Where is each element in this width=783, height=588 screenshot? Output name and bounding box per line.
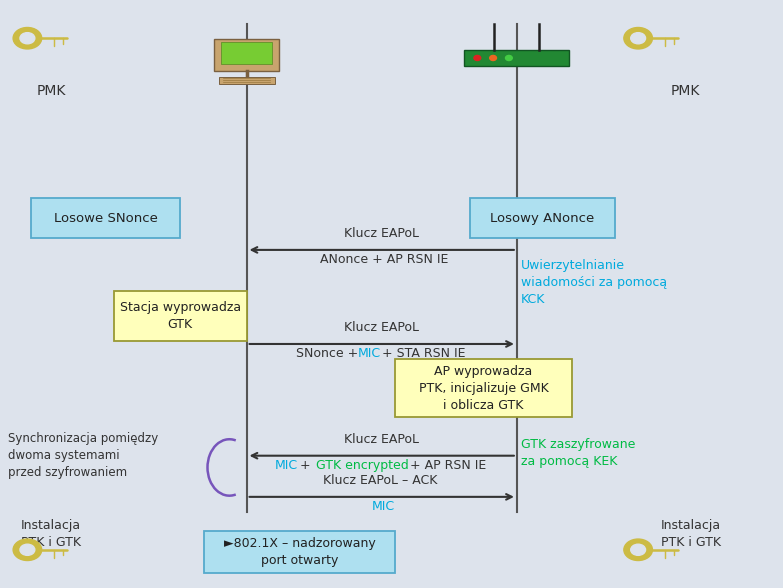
Circle shape [20, 544, 34, 555]
Text: MIC: MIC [358, 347, 381, 360]
Text: Synchronizacja pomiędzy
dwoma systemami
przed szyfrowaniem: Synchronizacja pomiędzy dwoma systemami … [8, 432, 158, 479]
Text: AP wyprowadza
PTK, inicjalizuje GMK
i oblicza GTK: AP wyprowadza PTK, inicjalizuje GMK i ob… [419, 365, 548, 412]
FancyBboxPatch shape [222, 42, 272, 64]
Circle shape [506, 55, 512, 61]
Circle shape [13, 539, 41, 560]
Text: Klucz EAPoL: Klucz EAPoL [344, 321, 419, 334]
Text: Losowy ANonce: Losowy ANonce [490, 212, 594, 225]
Text: Instalacja
PTK i GTK: Instalacja PTK i GTK [661, 519, 720, 549]
Text: + AP RSN IE: + AP RSN IE [406, 459, 486, 472]
FancyBboxPatch shape [204, 531, 395, 573]
Circle shape [13, 28, 41, 49]
FancyBboxPatch shape [470, 198, 615, 238]
Text: GTK encrypted: GTK encrypted [316, 459, 410, 472]
FancyBboxPatch shape [218, 76, 275, 83]
Text: Uwierzytelnianie
wiadomości za pomocą
KCK: Uwierzytelnianie wiadomości za pomocą KC… [521, 259, 667, 306]
Text: Stacja wyprowadza
GTK: Stacja wyprowadza GTK [120, 301, 240, 331]
Text: Klucz EAPoL: Klucz EAPoL [344, 227, 419, 240]
Text: ANonce + AP RSN IE: ANonce + AP RSN IE [319, 253, 448, 266]
Text: MIC: MIC [275, 459, 298, 472]
Text: +: + [296, 459, 315, 472]
Text: PMK: PMK [36, 84, 66, 98]
FancyBboxPatch shape [215, 38, 279, 71]
Text: PMK: PMK [670, 84, 700, 98]
Circle shape [631, 544, 645, 555]
Text: SNonce +: SNonce + [296, 347, 362, 360]
Circle shape [624, 28, 652, 49]
Text: MIC: MIC [371, 500, 395, 513]
Circle shape [20, 33, 34, 44]
Text: + STA RSN IE: + STA RSN IE [378, 347, 466, 360]
FancyBboxPatch shape [464, 49, 569, 66]
Circle shape [631, 33, 645, 44]
Text: Losowe SNonce: Losowe SNonce [54, 212, 157, 225]
Text: Klucz EAPoL – ACK: Klucz EAPoL – ACK [323, 474, 438, 487]
Text: Instalacja
PTK i GTK: Instalacja PTK i GTK [21, 519, 81, 549]
Text: ►802.1X – nadzorowany
port otwarty: ►802.1X – nadzorowany port otwarty [224, 537, 375, 567]
Circle shape [474, 55, 481, 61]
FancyBboxPatch shape [31, 198, 180, 238]
Circle shape [624, 539, 652, 560]
FancyBboxPatch shape [395, 359, 572, 417]
FancyBboxPatch shape [114, 291, 247, 341]
Text: Klucz EAPoL: Klucz EAPoL [344, 433, 419, 446]
Text: GTK zaszyfrowane
za pomocą KEK: GTK zaszyfrowane za pomocą KEK [521, 438, 635, 468]
Circle shape [489, 55, 496, 61]
